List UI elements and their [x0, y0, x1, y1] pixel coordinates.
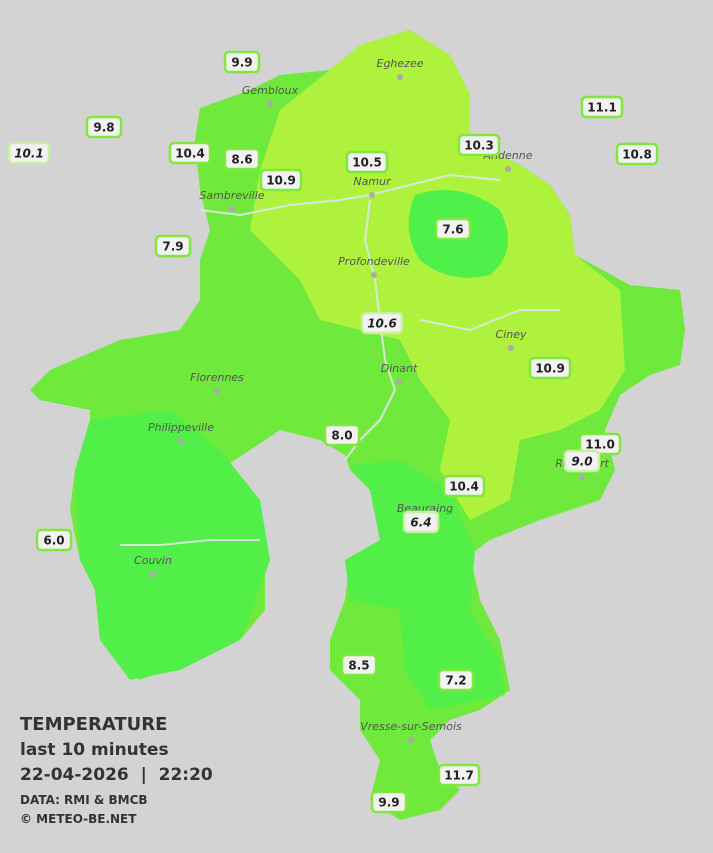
station-box: [259, 168, 303, 192]
legend-credit: © METEO-BE.NET: [20, 812, 137, 826]
town-label: Dinant: [381, 362, 418, 375]
station-box: [223, 50, 261, 74]
station-value: 8.5: [348, 659, 369, 673]
station-value: 8.0: [331, 429, 352, 443]
station-box: [402, 510, 440, 534]
station-box: [85, 115, 123, 139]
station-value: 10.9: [535, 362, 565, 376]
legend-title: TEMPERATURE: [20, 714, 167, 735]
station-box: [457, 133, 501, 157]
legend-source: DATA: RMI & BMCB: [20, 793, 148, 807]
town-label: Namur: [353, 175, 392, 188]
station-value: 7.6: [442, 223, 463, 237]
legend-subtitle: last 10 minutes: [20, 740, 169, 760]
town-dot: [505, 166, 511, 172]
station-box: [168, 141, 212, 165]
station-value: 10.3: [464, 139, 494, 153]
station-value: 9.0: [571, 455, 592, 469]
station-box: [340, 653, 378, 677]
station-value: 11.1: [587, 101, 617, 115]
station-value: 7.9: [162, 240, 183, 254]
station-value: 6.0: [43, 534, 64, 548]
legend: TEMPERATURE last 10 minutes 22-04-2026 |…: [20, 714, 213, 826]
station-value: 10.8: [622, 148, 652, 162]
station-value: 10.4: [449, 480, 479, 494]
station-box: [434, 217, 472, 241]
town-dot: [150, 571, 156, 577]
town-dot: [229, 206, 235, 212]
town-dot: [397, 74, 403, 80]
labels: EghezeeGemblouxAndenneNamurSambrevillePr…: [7, 50, 659, 814]
town-label: Vresse-sur-Semois: [360, 720, 462, 733]
town-dot: [267, 101, 273, 107]
town-dot: [214, 388, 220, 394]
station-value: 6.4: [410, 516, 431, 530]
station-box: [360, 311, 404, 335]
town-dot: [508, 345, 514, 351]
station-value: 10.4: [175, 147, 205, 161]
town-dot: [396, 379, 402, 385]
town-label: Eghezee: [377, 57, 424, 70]
town-dot: [371, 272, 377, 278]
town-label: Florennes: [190, 371, 244, 384]
town-dot: [579, 474, 585, 480]
station-box: [370, 790, 408, 814]
station-box: [437, 668, 475, 692]
station-value: 8.6: [231, 153, 252, 167]
station-box: [442, 474, 486, 498]
station-value: 10.5: [352, 156, 382, 170]
legend-datetime: 22-04-2026 | 22:20: [20, 765, 213, 785]
cool-zone: [75, 410, 270, 680]
town-label: Couvin: [134, 554, 172, 567]
station-value: 7.2: [445, 674, 466, 688]
station-value: 9.9: [231, 56, 252, 70]
station-box: [615, 142, 659, 166]
cool-zone: [345, 460, 505, 710]
station-value: 10.1: [14, 147, 44, 161]
town-label: Philippeville: [148, 421, 214, 434]
station-box: [35, 528, 73, 552]
town-label: Ciney: [496, 328, 527, 341]
station-box: [223, 147, 261, 171]
station-box: [437, 763, 481, 787]
station-value: 11.0: [585, 438, 615, 452]
station-value: 9.8: [93, 121, 114, 135]
town-label: Sambreville: [199, 189, 264, 202]
station-box: [345, 150, 389, 174]
station-value: 9.9: [378, 796, 399, 810]
town-dot: [178, 438, 184, 444]
station-value: 11.7: [444, 769, 474, 783]
town-label: Profondeville: [338, 255, 410, 268]
town-dot: [369, 192, 375, 198]
station-box: [154, 234, 192, 258]
town-label: Gembloux: [242, 84, 299, 97]
town-dot: [408, 737, 414, 743]
station-value: 10.6: [367, 317, 397, 331]
station-box: [323, 423, 361, 447]
station-value: 10.9: [266, 174, 296, 188]
station-box: [580, 95, 624, 119]
station-box: [563, 449, 601, 473]
station-box: [528, 356, 572, 380]
station-box: [7, 141, 51, 165]
warm-zone: [250, 30, 625, 520]
river: [120, 173, 560, 546]
